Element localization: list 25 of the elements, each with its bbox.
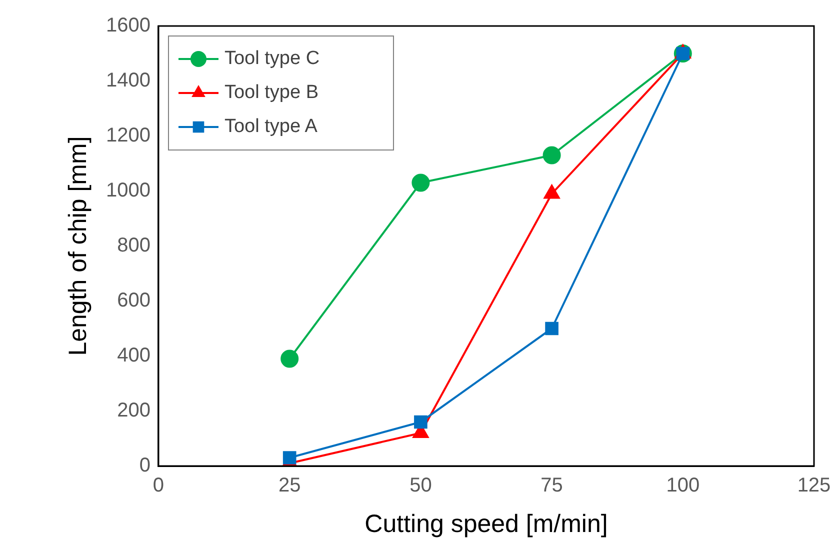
y-tick-label: 0 <box>139 454 150 477</box>
point <box>542 146 561 164</box>
legend-label: Tool type B <box>224 82 318 104</box>
x-tick-label: 125 <box>797 474 831 497</box>
point <box>280 350 299 368</box>
legend-label: Tool type A <box>224 116 318 138</box>
y-tick-label: 400 <box>117 344 150 367</box>
point <box>412 174 430 192</box>
x-axis-title: Cutting speed [m/min] <box>364 510 608 538</box>
y-tick-label: 1600 <box>106 14 150 37</box>
y-tick-label: 1400 <box>106 70 150 92</box>
point <box>545 322 558 336</box>
y-tick-label: 600 <box>117 290 150 312</box>
point <box>414 415 428 429</box>
y-axis-title: Length of chip [mm] <box>64 136 92 356</box>
y-tick-label: 200 <box>117 400 150 422</box>
x-tick-label: 50 <box>410 474 432 497</box>
y-tick-label: 1000 <box>106 180 150 202</box>
legend-label: Tool type C <box>224 48 320 70</box>
x-tick-label: 100 <box>666 474 700 497</box>
y-tick-label: 800 <box>117 234 150 257</box>
x-tick-label: 75 <box>540 474 563 497</box>
x-tick-label: 25 <box>278 474 301 497</box>
y-tick-label: 1200 <box>106 124 150 147</box>
x-tick-label: 0 <box>152 474 164 497</box>
